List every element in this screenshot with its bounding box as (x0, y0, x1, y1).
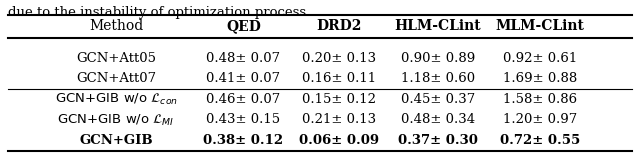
Text: 1.20± 0.97: 1.20± 0.97 (502, 113, 577, 126)
Text: 0.48± 0.07: 0.48± 0.07 (207, 52, 280, 65)
Text: 0.45± 0.37: 0.45± 0.37 (401, 93, 475, 106)
Text: 0.46± 0.07: 0.46± 0.07 (207, 93, 281, 106)
Text: GCN+GIB w/o $\mathcal{L}_{MI}$: GCN+GIB w/o $\mathcal{L}_{MI}$ (58, 112, 175, 128)
Text: GCN+Att05: GCN+Att05 (76, 52, 156, 65)
Text: QED: QED (226, 19, 261, 33)
Text: 0.90± 0.89: 0.90± 0.89 (401, 52, 475, 65)
Text: due to the instability of optimization process.: due to the instability of optimization p… (8, 6, 310, 19)
Text: 0.37± 0.30: 0.37± 0.30 (398, 134, 478, 147)
Text: MLM-CLint: MLM-CLint (495, 19, 584, 33)
Text: 0.06± 0.09: 0.06± 0.09 (299, 134, 379, 147)
Text: GCN+GIB: GCN+GIB (79, 134, 153, 147)
Text: 0.92± 0.61: 0.92± 0.61 (502, 52, 577, 65)
Text: DRD2: DRD2 (316, 19, 362, 33)
Text: GCN+GIB w/o $\mathcal{L}_{con}$: GCN+GIB w/o $\mathcal{L}_{con}$ (54, 92, 177, 107)
Text: 0.48± 0.34: 0.48± 0.34 (401, 113, 475, 126)
Text: 0.16± 0.11: 0.16± 0.11 (302, 72, 376, 85)
Text: 0.38± 0.12: 0.38± 0.12 (204, 134, 284, 147)
Text: HLM-CLint: HLM-CLint (395, 19, 481, 33)
Text: 0.72± 0.55: 0.72± 0.55 (500, 134, 580, 147)
Text: Method: Method (89, 19, 143, 33)
Text: 1.69± 0.88: 1.69± 0.88 (502, 72, 577, 85)
Text: 1.18± 0.60: 1.18± 0.60 (401, 72, 475, 85)
Text: 1.58± 0.86: 1.58± 0.86 (503, 93, 577, 106)
Text: 0.20± 0.13: 0.20± 0.13 (302, 52, 376, 65)
Text: GCN+Att07: GCN+Att07 (76, 72, 156, 85)
Text: 0.43± 0.15: 0.43± 0.15 (207, 113, 280, 126)
Text: 0.15± 0.12: 0.15± 0.12 (302, 93, 376, 106)
Text: 0.21± 0.13: 0.21± 0.13 (302, 113, 376, 126)
Text: 0.41± 0.07: 0.41± 0.07 (207, 72, 280, 85)
